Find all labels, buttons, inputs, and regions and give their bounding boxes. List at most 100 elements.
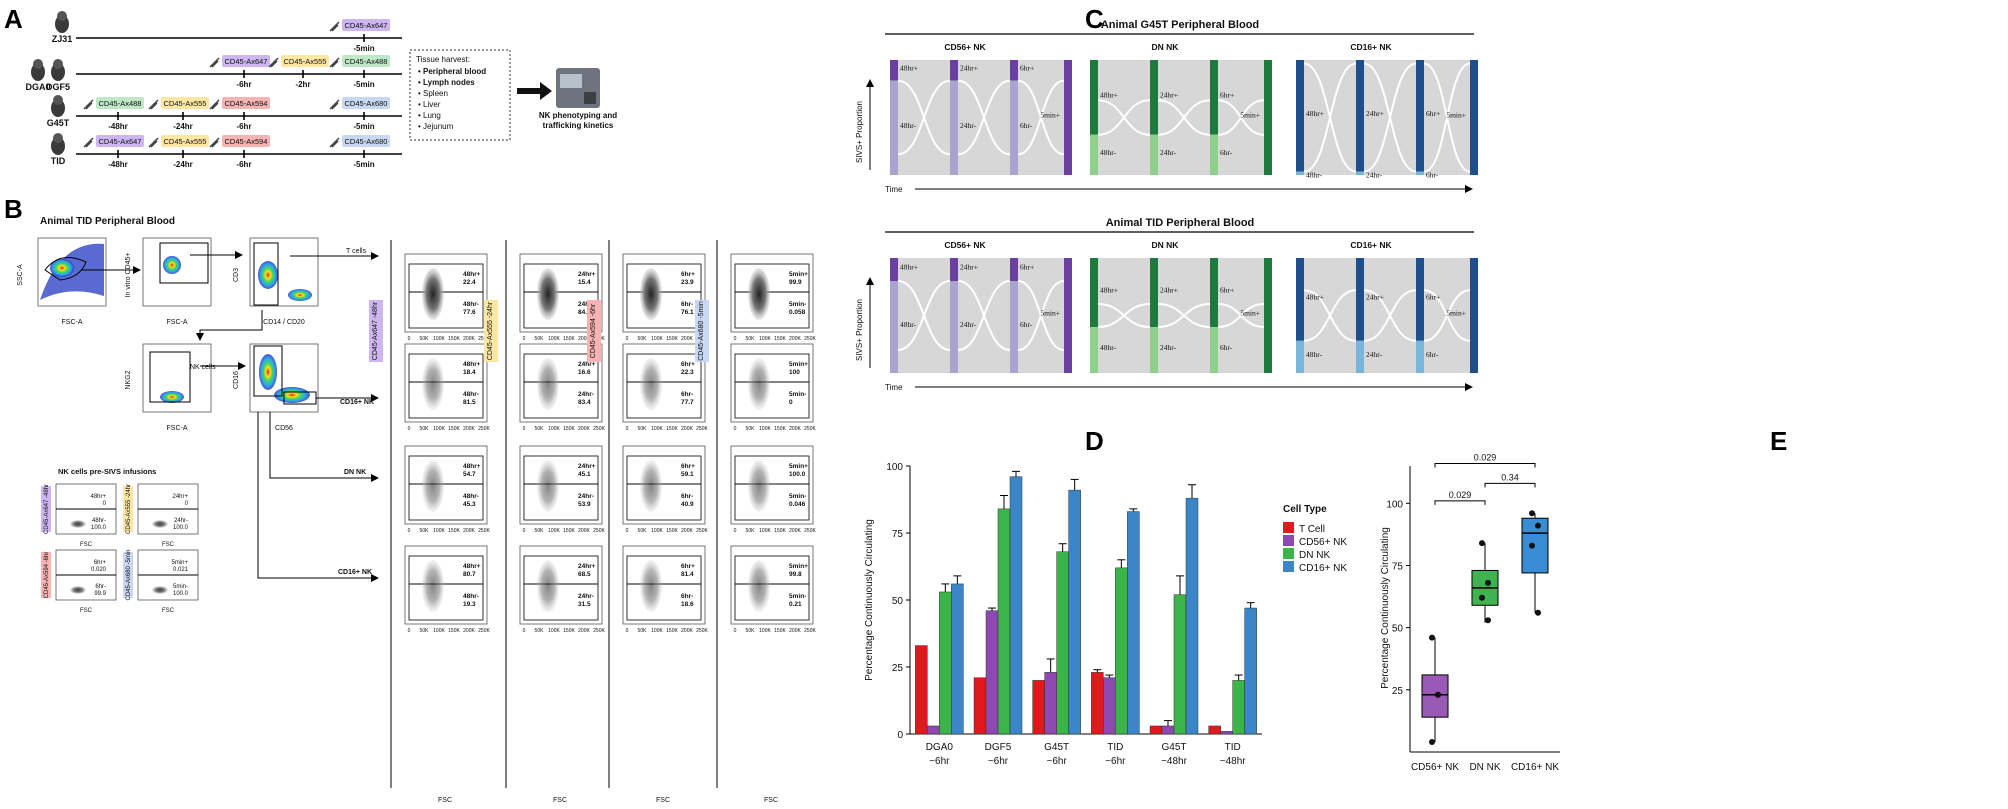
syringe-icon — [329, 99, 340, 110]
gate-stat-value: 0.058 — [789, 309, 806, 316]
tick-label: 250K — [478, 628, 490, 634]
density-plot — [622, 445, 706, 525]
e-sig-label: 0.34 — [1501, 472, 1519, 482]
tick-label: 50K — [746, 628, 756, 634]
syringe-icon — [148, 99, 159, 110]
tick-label: 50K — [420, 336, 430, 342]
gate-stat-label: 6hr- — [681, 391, 693, 398]
e-y-label: Percentage Continuously Circulating — [1380, 527, 1391, 689]
tick-label: 250K — [593, 628, 605, 634]
panel-label-c: C — [1085, 4, 1104, 34]
d-legend-label: CD16+ NK — [1299, 563, 1347, 574]
gate-neg — [523, 583, 599, 621]
plot-frame — [622, 253, 706, 333]
sankey-node-pos — [1296, 60, 1304, 172]
d-bar — [985, 610, 999, 735]
d-y-tick-label: 25 — [892, 663, 904, 674]
tick-label: 200K — [463, 336, 475, 342]
monkey-icon — [55, 11, 69, 33]
axis-label: SIVS+ Proportion — [855, 299, 864, 361]
pre-sivs-axis-tag — [123, 552, 133, 598]
sankey-flow-split — [957, 79, 1011, 156]
density-blob — [537, 560, 559, 612]
dye-label: CD45-Ax647 — [345, 21, 388, 30]
gate-outline — [253, 242, 279, 306]
sankey-node-neg — [1010, 281, 1018, 373]
e-y-tick-label: 25 — [1392, 686, 1404, 697]
axis-label: SSC-A — [17, 264, 24, 286]
gate-stat-label: 24hr+ — [578, 463, 596, 470]
d-bar — [1068, 489, 1081, 735]
sankey-node-pos — [1090, 60, 1098, 135]
gate-outline — [149, 351, 191, 403]
tick-label: 0 — [734, 426, 737, 432]
tick-label: 0 — [734, 336, 737, 342]
axis-label: CD45-Ax680 -5min — [698, 301, 705, 361]
d-x-tick-label: ~48hr — [1220, 756, 1247, 767]
plot-frame — [622, 445, 706, 525]
tick-label: 50K — [535, 426, 545, 432]
tick-label: 150K — [774, 528, 786, 534]
gate-stat-value: 0.21 — [789, 601, 802, 608]
cytometer-icon-window — [560, 74, 582, 88]
pre-sivs-plot — [55, 483, 117, 535]
density-blob — [748, 460, 770, 512]
plot-frame — [730, 253, 814, 333]
sankey-flow-split — [1157, 99, 1211, 136]
density-blob — [640, 358, 662, 410]
tick-label: 150K — [774, 628, 786, 634]
tick-label: 200K — [681, 336, 693, 342]
axis-label: In vitro CD45+ — [125, 253, 132, 298]
density-blob — [422, 560, 444, 612]
tick-label: 50K — [535, 336, 545, 342]
sankey-node-label: 48hr- — [900, 121, 917, 130]
sankey-node-neg — [890, 281, 898, 373]
axis-label: Time — [885, 185, 903, 194]
density-blob — [258, 261, 278, 289]
dye-label-box — [281, 55, 329, 67]
gate-stat-value: 100.0 — [173, 525, 189, 531]
tick-label: 100K — [433, 336, 445, 342]
axis-label: FSC-A — [62, 319, 83, 326]
monkey-icon-head — [53, 95, 63, 105]
animal-name: G45T — [47, 118, 70, 128]
panel-label-d: D — [1085, 426, 1104, 456]
e-point — [1485, 579, 1491, 586]
gate-stat-label: 48hr+ — [463, 463, 481, 470]
d-bar — [1149, 725, 1163, 735]
tick-label: 0 — [523, 336, 526, 342]
axis-label: CD45-Ax647 -48hr — [372, 301, 379, 360]
sankey-node-pos — [1416, 60, 1424, 172]
e-y-tick-label: 75 — [1392, 561, 1404, 572]
tick-label: 250K — [696, 426, 708, 432]
d-y-tick-label: 75 — [892, 529, 904, 540]
outcome-text: NK phenotyping and — [539, 111, 617, 120]
gate-neg — [408, 291, 484, 329]
d-bar — [1232, 680, 1245, 735]
tick-label: 0 — [408, 336, 411, 342]
density-blob — [288, 289, 312, 301]
sankey-node-label: 6hr+ — [1020, 263, 1034, 272]
animal-name: ZJ31 — [52, 34, 73, 44]
dye-label: CD45-Ax680 — [345, 99, 388, 108]
density-plot — [404, 545, 488, 625]
tick-label: 200K — [789, 628, 801, 634]
syringe-icon — [329, 21, 340, 32]
sankey-group-title: CD16+ NK — [1350, 240, 1392, 250]
plot-frame — [519, 445, 603, 525]
dye-label: CD45-Ax680 — [345, 137, 388, 146]
density-blob — [422, 358, 444, 410]
gate-stat-value: 99.9 — [789, 279, 802, 286]
gate-stat-label: 48hr- — [463, 301, 479, 308]
e-sig-label: 0.029 — [1474, 453, 1497, 463]
axis-label: CD14 / CD20 — [263, 319, 305, 326]
gate-stat-label: 6hr- — [95, 584, 106, 590]
gate-stat-value: 16.6 — [578, 369, 591, 376]
e-point — [1535, 522, 1541, 529]
sankey-node-label: 6hr- — [1220, 343, 1233, 352]
axis-label: FSC-A — [167, 425, 188, 432]
gate-stat-value: 18.6 — [681, 601, 694, 608]
tick-label: 250K — [804, 426, 816, 432]
sankey-node-label: 6hr+ — [1220, 286, 1234, 295]
e-box — [1421, 674, 1449, 718]
